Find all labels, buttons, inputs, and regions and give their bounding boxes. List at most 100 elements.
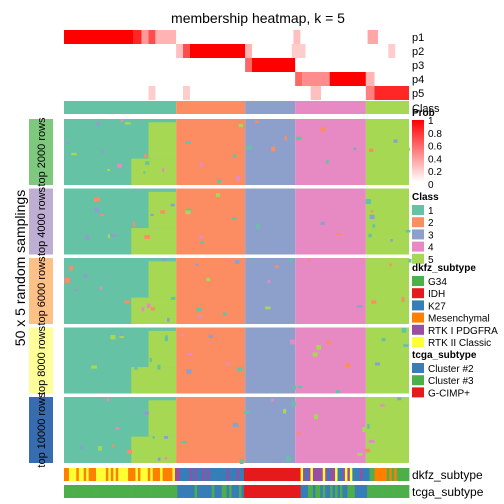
sampling-class-speckle xyxy=(209,436,214,439)
dkfz-track-cell xyxy=(108,468,112,481)
dkfz-track-cell xyxy=(347,468,351,481)
dkfz-track-cell xyxy=(359,468,363,481)
sampling-class-speckle xyxy=(369,148,374,152)
tcga-track-cell xyxy=(258,485,262,498)
sampling-group-label: top 2000 rows xyxy=(36,117,48,187)
prob-tick-label: 0.6 xyxy=(428,142,442,153)
tcga-track-cell xyxy=(83,485,87,498)
sampling-class-speckle xyxy=(101,149,104,154)
sampling-class-speckle xyxy=(274,265,279,268)
dkfz-track-cell xyxy=(103,468,107,481)
class-bar-segment xyxy=(295,101,366,114)
membership-cell xyxy=(291,44,306,58)
dkfz-track-cell xyxy=(268,468,272,481)
dkfz-track-cell xyxy=(214,468,218,481)
tcga-track-cell xyxy=(285,485,289,498)
dkfz-track-cell xyxy=(96,468,99,481)
sampling-group-bar xyxy=(29,119,53,185)
sampling-class-speckle xyxy=(66,141,71,144)
class-legend-swatch xyxy=(412,205,424,215)
sampling-class-block xyxy=(131,158,177,185)
dkfz-track-cell xyxy=(293,468,297,481)
sampling-class-speckle xyxy=(94,197,100,202)
dkfz-track-cell xyxy=(386,468,390,481)
sampling-class-speckle xyxy=(196,307,202,312)
sampling-class-block xyxy=(365,327,409,394)
dkfz-track-cell xyxy=(354,468,358,481)
tcga-track-cell xyxy=(303,485,306,498)
tcga-track-cell xyxy=(123,485,127,498)
dkfz-legend-label: RTK I PDGFRA xyxy=(428,326,498,337)
tcga-track-cell xyxy=(142,485,146,498)
sampling-class-speckle xyxy=(215,193,221,198)
membership-cell xyxy=(176,44,184,58)
dkfz-track-cell xyxy=(150,468,154,481)
sampling-class-block xyxy=(245,397,296,463)
sampling-class-speckle xyxy=(266,230,269,233)
dkfz-track-cell xyxy=(303,468,306,481)
dkfz-track-cell xyxy=(226,468,230,481)
tcga-track-cell xyxy=(224,485,228,498)
dkfz-track-cell xyxy=(66,468,70,481)
sampling-class-speckle xyxy=(143,171,146,174)
sampling-class-block xyxy=(365,258,409,324)
tcga-track-cell xyxy=(266,485,269,498)
sampling-class-block xyxy=(131,436,177,463)
sampling-class-speckle xyxy=(320,221,325,225)
class-legend-title: Class xyxy=(412,192,439,203)
tcga-track-cell xyxy=(206,485,210,498)
sampling-class-speckle xyxy=(232,217,237,220)
tcga-track-cell xyxy=(103,485,107,498)
sampling-class-speckle xyxy=(352,374,357,377)
tcga-track-cell xyxy=(310,485,314,498)
sampling-class-speckle xyxy=(289,339,295,345)
tcga-track-cell xyxy=(120,485,124,498)
sampling-class-speckle xyxy=(120,119,124,123)
dkfz-track-cell xyxy=(357,468,361,481)
dkfz-track-cell xyxy=(288,468,292,481)
dkfz-track-cell xyxy=(404,468,407,481)
sampling-group-label: top 4000 rows xyxy=(36,186,48,256)
sampling-class-speckle xyxy=(150,213,154,216)
membership-cell xyxy=(155,30,177,44)
tcga-track-cell xyxy=(88,485,92,498)
tcga-track-cell xyxy=(219,485,223,498)
dkfz-legend-label: RTK II Classic xyxy=(428,338,491,349)
dkfz-track-cell xyxy=(73,468,77,481)
membership-probability-heatmap: p1 p2 p3 p4 p5 xyxy=(64,30,424,100)
sampling-class-block xyxy=(245,327,296,394)
tcga-track-cell xyxy=(372,485,375,498)
sampling-class-speckle xyxy=(157,364,161,370)
sampling-class-speckle xyxy=(222,312,227,316)
sampling-class-speckle xyxy=(265,306,271,310)
membership-cell xyxy=(293,30,301,44)
tcga-track-cell xyxy=(290,485,294,498)
tcga-track-cell xyxy=(271,485,274,498)
dkfz-track-cell xyxy=(130,468,134,481)
membership-row-label: p4 xyxy=(412,74,424,86)
tcga-track-cell xyxy=(133,485,136,498)
sampling-class-speckle xyxy=(80,445,84,449)
membership-cell xyxy=(245,58,253,72)
dkfz-track-cell xyxy=(342,468,346,481)
sampling-class-speckle xyxy=(98,446,102,451)
tcga-track-cell xyxy=(243,485,247,498)
tcga-track-cell xyxy=(105,485,109,498)
dkfz-track-cell xyxy=(209,468,213,481)
sampling-class-block xyxy=(295,327,366,394)
dkfz-track-cell xyxy=(137,468,141,481)
tcga-track-cell xyxy=(91,485,94,498)
sampling-class-speckle xyxy=(312,352,318,357)
dkfz-track-cell xyxy=(344,468,348,481)
membership-row-label: p2 xyxy=(412,46,424,58)
sampling-class-speckle xyxy=(114,388,120,391)
sampling-class-speckle xyxy=(186,133,192,136)
tcga-track-cell xyxy=(312,485,316,498)
sampling-class-speckle xyxy=(364,448,371,453)
sampling-class-speckle xyxy=(316,344,321,350)
sampling-class-speckle xyxy=(255,120,259,124)
sampling-class-speckle xyxy=(284,135,287,141)
dkfz-track-cell xyxy=(322,468,326,481)
chart-title: membership heatmap, k = 5 xyxy=(171,10,345,26)
dkfz-track-cell xyxy=(229,468,232,481)
